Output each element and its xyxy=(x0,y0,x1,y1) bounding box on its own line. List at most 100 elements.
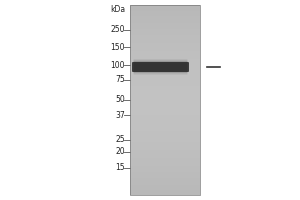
Bar xyxy=(130,72,200,73)
Bar xyxy=(130,152,200,153)
Bar xyxy=(130,128,200,129)
Bar xyxy=(130,117,200,118)
Bar xyxy=(130,120,200,121)
Bar xyxy=(130,130,200,131)
Bar xyxy=(130,20,200,21)
Bar xyxy=(130,123,200,124)
Bar xyxy=(130,75,200,76)
Bar xyxy=(130,148,200,149)
Text: 50: 50 xyxy=(115,96,125,104)
Bar xyxy=(130,186,200,187)
Bar xyxy=(130,39,200,40)
Bar xyxy=(130,163,200,164)
Text: 150: 150 xyxy=(110,43,125,51)
Bar xyxy=(130,147,200,148)
Bar xyxy=(130,193,200,194)
FancyBboxPatch shape xyxy=(134,64,188,74)
Bar xyxy=(130,87,200,88)
Bar xyxy=(130,176,200,177)
Bar xyxy=(130,26,200,27)
Bar xyxy=(130,62,200,63)
Bar xyxy=(130,43,200,44)
Bar xyxy=(130,104,200,105)
Bar xyxy=(130,92,200,93)
Bar xyxy=(130,46,200,47)
Bar xyxy=(130,47,200,48)
Bar xyxy=(130,149,200,150)
Bar xyxy=(130,12,200,13)
Bar xyxy=(130,45,200,46)
Bar xyxy=(130,180,200,181)
FancyBboxPatch shape xyxy=(132,62,189,72)
Bar xyxy=(130,37,200,38)
Bar xyxy=(130,185,200,186)
Bar xyxy=(130,99,200,100)
Bar xyxy=(130,86,200,87)
Bar xyxy=(130,106,200,107)
Bar xyxy=(130,5,200,6)
Bar xyxy=(130,142,200,143)
Bar xyxy=(130,97,200,98)
Bar xyxy=(130,71,200,72)
Bar xyxy=(130,54,200,55)
Bar xyxy=(130,16,200,17)
Bar xyxy=(130,145,200,146)
Bar xyxy=(130,170,200,171)
Bar xyxy=(130,132,200,133)
Bar xyxy=(130,58,200,59)
Bar xyxy=(130,151,200,152)
Bar xyxy=(130,6,200,7)
Bar xyxy=(130,85,200,86)
Bar xyxy=(130,70,200,71)
Bar xyxy=(130,168,200,169)
Bar xyxy=(130,173,200,174)
Bar xyxy=(130,126,200,127)
Text: 15: 15 xyxy=(116,164,125,172)
Bar xyxy=(130,19,200,20)
Bar xyxy=(130,94,200,95)
Bar xyxy=(130,134,200,135)
Bar xyxy=(130,101,200,102)
Bar xyxy=(130,161,200,162)
Bar xyxy=(130,33,200,34)
Bar xyxy=(130,107,200,108)
Bar xyxy=(130,67,200,68)
Bar xyxy=(130,48,200,49)
Bar xyxy=(130,80,200,81)
Bar xyxy=(130,65,200,66)
Bar xyxy=(130,131,200,132)
Bar xyxy=(130,44,200,45)
Bar xyxy=(130,179,200,180)
Bar xyxy=(130,56,200,57)
Bar xyxy=(130,14,200,15)
Bar xyxy=(130,21,200,22)
Bar xyxy=(130,166,200,167)
Bar xyxy=(130,25,200,26)
Bar xyxy=(130,187,200,188)
Bar xyxy=(130,110,200,111)
Bar xyxy=(130,191,200,192)
Bar xyxy=(130,91,200,92)
Bar xyxy=(130,42,200,43)
Bar xyxy=(130,171,200,172)
Bar xyxy=(130,51,200,52)
Bar xyxy=(130,124,200,125)
Bar xyxy=(130,182,200,183)
Bar xyxy=(130,30,200,31)
Bar xyxy=(130,136,200,137)
Bar xyxy=(130,138,200,139)
Bar xyxy=(130,40,200,41)
Bar xyxy=(130,113,200,114)
Bar xyxy=(130,115,200,116)
Bar xyxy=(130,15,200,16)
Bar xyxy=(130,78,200,79)
Bar xyxy=(130,52,200,53)
Bar xyxy=(130,76,200,77)
Bar xyxy=(130,98,200,99)
Bar xyxy=(130,83,200,84)
Bar xyxy=(130,159,200,160)
Bar xyxy=(130,34,200,35)
Bar xyxy=(130,28,200,29)
FancyBboxPatch shape xyxy=(134,62,188,72)
Bar xyxy=(130,172,200,173)
